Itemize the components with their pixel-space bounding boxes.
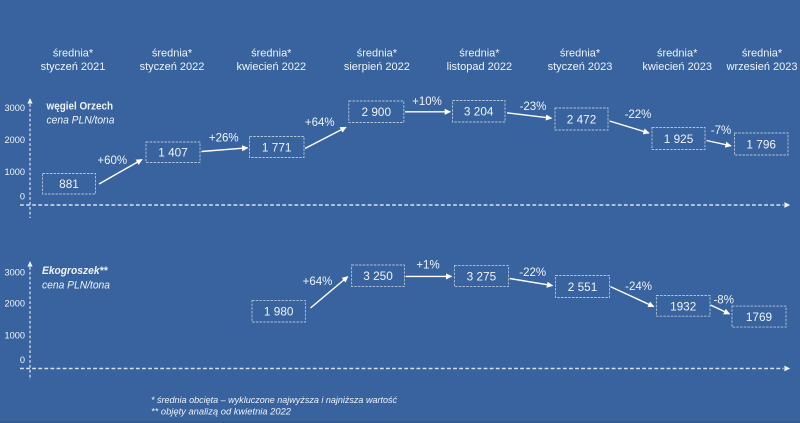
svg-text:średnia*: średnia* [152,48,193,60]
svg-text:średnia*: średnia* [357,48,398,60]
svg-text:0: 0 [20,355,25,365]
svg-text:2 551: 2 551 [568,280,598,294]
svg-text:-22%: -22% [519,267,546,279]
svg-text:+26%: +26% [209,133,239,145]
svg-text:kwiecień 2023: kwiecień 2023 [642,61,712,73]
svg-text:+10%: +10% [412,96,442,108]
svg-text:styczeń 2023: styczeń 2023 [548,61,613,73]
svg-text:średnia*: średnia* [657,48,698,60]
svg-text:średnia*: średnia* [459,48,500,60]
svg-text:-22%: -22% [625,109,652,121]
svg-text:3 275: 3 275 [467,270,497,284]
svg-text:-24%: -24% [625,281,652,293]
svg-text:3000: 3000 [5,103,25,113]
svg-text:0: 0 [20,192,25,202]
svg-text:średnia*: średnia* [560,48,601,60]
svg-text:2000: 2000 [5,299,25,309]
svg-text:wrzesień 2023: wrzesień 2023 [726,61,798,73]
svg-text:węgiel Orzech: węgiel Orzech [46,101,113,113]
svg-text:2 900: 2 900 [362,105,392,119]
svg-text:styczeń 2022: styczeń 2022 [140,61,205,73]
svg-text:1932: 1932 [670,299,696,313]
svg-text:1 407: 1 407 [158,146,188,160]
svg-text:1 796: 1 796 [746,137,776,151]
svg-text:** objęty analizą od kwietnia: ** objęty analizą od kwietnia 2022 [151,407,291,417]
svg-text:1 925: 1 925 [664,132,694,146]
svg-text:+1%: +1% [416,260,439,272]
svg-text:kwiecień 2022: kwiecień 2022 [236,61,306,73]
svg-text:881: 881 [59,177,79,191]
svg-text:średnia*: średnia* [251,48,292,60]
svg-text:2 472: 2 472 [567,112,597,126]
svg-text:1 980: 1 980 [264,305,294,319]
svg-text:3 204: 3 204 [464,105,494,119]
svg-text:1000: 1000 [5,167,25,177]
svg-text:3 250: 3 250 [363,269,393,283]
svg-text:+64%: +64% [303,276,333,288]
svg-text:1 771: 1 771 [262,141,292,155]
svg-text:cena PLN/tona: cena PLN/tona [42,280,110,292]
svg-text:cena PLN/tona: cena PLN/tona [47,115,115,127]
svg-text:średnia*: średnia* [742,48,783,60]
svg-text:+64%: +64% [305,117,335,129]
svg-text:styczeń 2021: styczeń 2021 [41,61,106,73]
svg-text:średnia*: średnia* [53,48,94,60]
svg-text:* średnia obcięta – wykluczone: * średnia obcięta – wykluczone najwyższa… [151,395,397,405]
svg-text:1769: 1769 [746,310,772,324]
svg-text:listopad 2022: listopad 2022 [447,61,512,73]
svg-text:-23%: -23% [520,101,547,113]
svg-text:Ekogroszek**: Ekogroszek** [42,265,108,277]
svg-text:-7%: -7% [711,125,731,137]
svg-text:+60%: +60% [97,155,127,167]
svg-text:2000: 2000 [5,135,25,145]
svg-text:-8%: -8% [713,295,733,307]
svg-text:sierpień 2022: sierpień 2022 [344,61,410,73]
svg-text:1000: 1000 [5,331,25,341]
svg-text:3000: 3000 [5,267,25,277]
